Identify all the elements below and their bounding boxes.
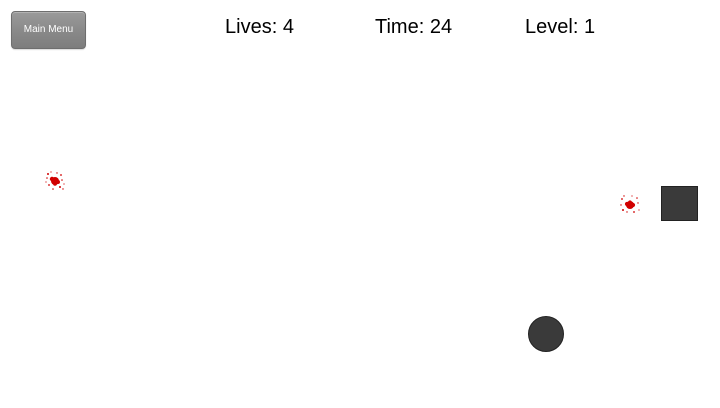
level-label: Level:: [525, 16, 584, 38]
time-value: 24: [429, 16, 453, 38]
lives-counter: Lives: 4: [225, 14, 294, 40]
time-counter: Time: 24: [375, 14, 452, 40]
lives-value: 4: [282, 16, 294, 38]
lives-label: Lives:: [225, 16, 283, 38]
time-label: Time:: [375, 16, 430, 38]
square-obstacle: [661, 186, 698, 221]
level-counter: Level: 1: [525, 14, 595, 40]
level-value: 1: [583, 16, 596, 38]
blood-splat-icon: [45, 171, 65, 190]
player-ball[interactable]: [528, 316, 564, 352]
blood-splat-icon: [620, 195, 640, 213]
main-menu-button[interactable]: Main Menu: [11, 11, 86, 49]
